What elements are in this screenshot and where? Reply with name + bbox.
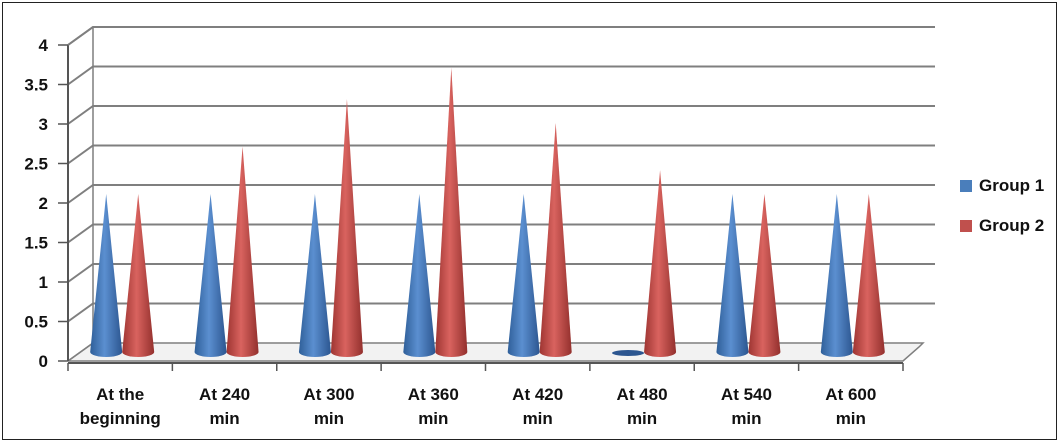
gridline <box>67 26 935 46</box>
x-category-label: At 600 min <box>825 385 876 428</box>
gridline <box>67 65 935 86</box>
legend-swatch <box>960 220 972 232</box>
gridline <box>67 223 935 244</box>
cone-group-1-3 <box>403 194 436 357</box>
x-category-label: At 360 min <box>408 385 459 428</box>
cone-group-2-1 <box>226 146 259 357</box>
x-category-label: At 420 min <box>512 385 563 428</box>
cone-group-2-2 <box>330 99 363 357</box>
wall-edge <box>67 342 94 362</box>
y-tick-label: 3.5 <box>24 76 48 95</box>
x-category-label: At 240 min <box>199 385 250 428</box>
cone-group-2-5 <box>644 170 677 357</box>
legend-label: Group 1 <box>979 176 1044 195</box>
gridline <box>67 105 935 125</box>
grid-layer <box>67 26 935 323</box>
x-category-label: At 480 min <box>617 385 668 428</box>
axis-layer <box>58 26 925 371</box>
cone-group-1-5 <box>612 350 645 356</box>
cone-group-2-6 <box>748 194 781 357</box>
cone-group-1-1 <box>194 194 227 357</box>
cone-group-1-6 <box>716 194 749 357</box>
cone-group-1-0 <box>90 194 123 357</box>
y-tick-label: 2 <box>39 194 48 213</box>
legend: Group 1 Group 2 <box>960 176 1044 235</box>
y-tick-label: 4 <box>39 36 49 55</box>
cone-group-2-4 <box>539 122 572 358</box>
y-tick-label: 2.5 <box>24 155 48 174</box>
y-tick-label: 1 <box>39 273 48 292</box>
label-layer: 0 0.5 1 1.5 2 2.5 3 3.5 4 At the beginning At 240 mi… <box>24 36 876 428</box>
y-tick-label: 0.5 <box>24 313 48 332</box>
gridline <box>67 184 935 204</box>
cone-group-2-7 <box>852 194 885 357</box>
y-tick-label: 1.5 <box>24 234 48 253</box>
wall-top-edge <box>67 26 94 46</box>
gridline <box>67 263 935 283</box>
y-tick-label: 3 <box>39 115 48 134</box>
cone-group-2-3 <box>435 67 468 357</box>
gridline <box>67 144 935 165</box>
legend-label: Group 2 <box>979 216 1044 235</box>
bar-layer <box>90 67 885 358</box>
cone-group-1-2 <box>298 194 331 357</box>
cone-group-2-0 <box>122 194 155 357</box>
x-category-label: At 540 min <box>721 385 772 428</box>
cone-group-1-7 <box>820 194 853 357</box>
x-category-label: At 300 min <box>303 385 354 428</box>
y-tick-label: 0 <box>39 352 48 371</box>
legend-swatch <box>960 180 972 192</box>
x-category-label: At the beginning <box>80 385 161 428</box>
cone-group-1-4 <box>507 194 540 357</box>
